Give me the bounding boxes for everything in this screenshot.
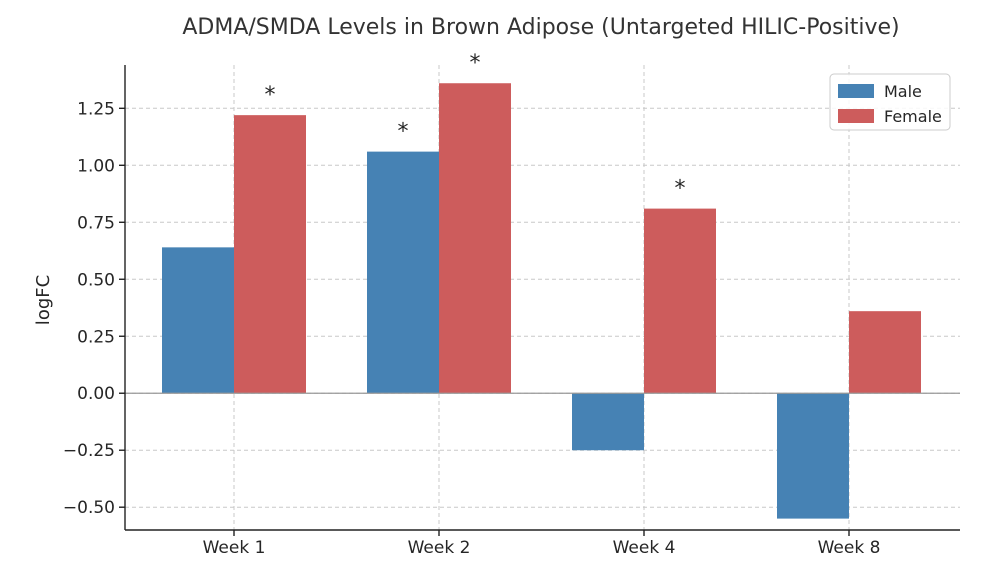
legend: Male Female — [829, 73, 951, 131]
y-tick-label: 1.00 — [77, 156, 115, 176]
significance-markers: * * * * — [265, 51, 686, 201]
y-tick-label: 0.25 — [77, 327, 115, 347]
y-axis-label: logFC — [33, 275, 54, 325]
significance-marker: * — [265, 83, 276, 108]
y-tick-label: 0.50 — [77, 270, 115, 290]
x-tick-label: Week 8 — [818, 538, 881, 558]
x-tick-label: Week 4 — [613, 538, 676, 558]
bar-male-week-1 — [162, 247, 234, 394]
bar-female-week-4 — [644, 208, 716, 394]
y-tick-label: −0.25 — [63, 441, 115, 461]
bar-female-week-2 — [439, 83, 511, 394]
significance-marker: * — [470, 51, 481, 76]
bar-male-week-8 — [777, 393, 849, 519]
bars — [162, 83, 921, 519]
significance-marker: * — [398, 120, 409, 145]
legend-swatch-female — [838, 109, 874, 123]
x-tick-label: Week 2 — [408, 538, 471, 558]
legend-swatch-male — [838, 84, 874, 98]
bar-male-week-4 — [572, 393, 644, 451]
bar-male-week-2 — [367, 151, 439, 394]
x-tick-label: Week 1 — [203, 538, 266, 558]
significance-marker: * — [675, 177, 686, 202]
bar-female-week-8 — [849, 311, 921, 394]
chart-title: ADMA/SMDA Levels in Brown Adipose (Untar… — [182, 15, 899, 40]
axes — [119, 65, 960, 536]
y-tick-label: 0.00 — [77, 384, 115, 404]
legend-label-female: Female — [884, 107, 942, 126]
legend-label-male: Male — [884, 82, 922, 101]
y-tick-label: 0.75 — [77, 213, 115, 233]
y-tick-label: −0.50 — [63, 498, 115, 518]
tick-labels: −0.50 −0.25 0.00 0.25 0.50 0.75 1.00 1.25 Week 1… — [63, 99, 881, 558]
y-tick-label: 1.25 — [77, 99, 115, 119]
bar-female-week-1 — [234, 115, 306, 394]
